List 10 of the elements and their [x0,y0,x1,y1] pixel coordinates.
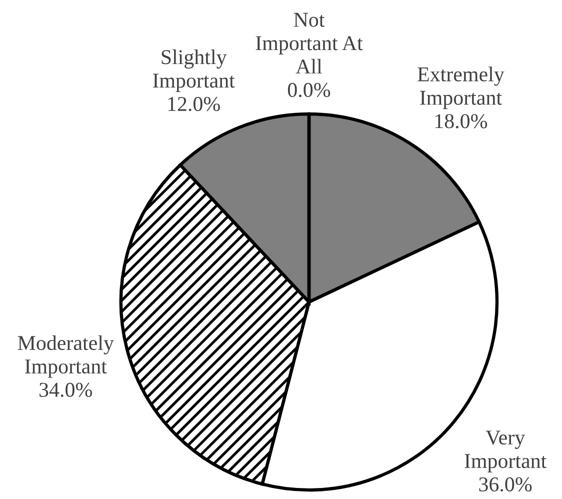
data-label: 36.0% [479,477,532,492]
data-label: 12.0% [168,96,220,112]
slice-label: Very Important [464,430,547,472]
slice-label: Moderately Important [18,335,114,378]
text: 0.0% [288,82,330,98]
data-label: 34.0% [40,382,92,398]
slice-label: Slightly Important [152,49,235,92]
slice-label: Extremely Important [418,66,504,110]
category-label: Not Important At All [256,12,363,74]
data-label: 18.0% [435,114,488,128]
